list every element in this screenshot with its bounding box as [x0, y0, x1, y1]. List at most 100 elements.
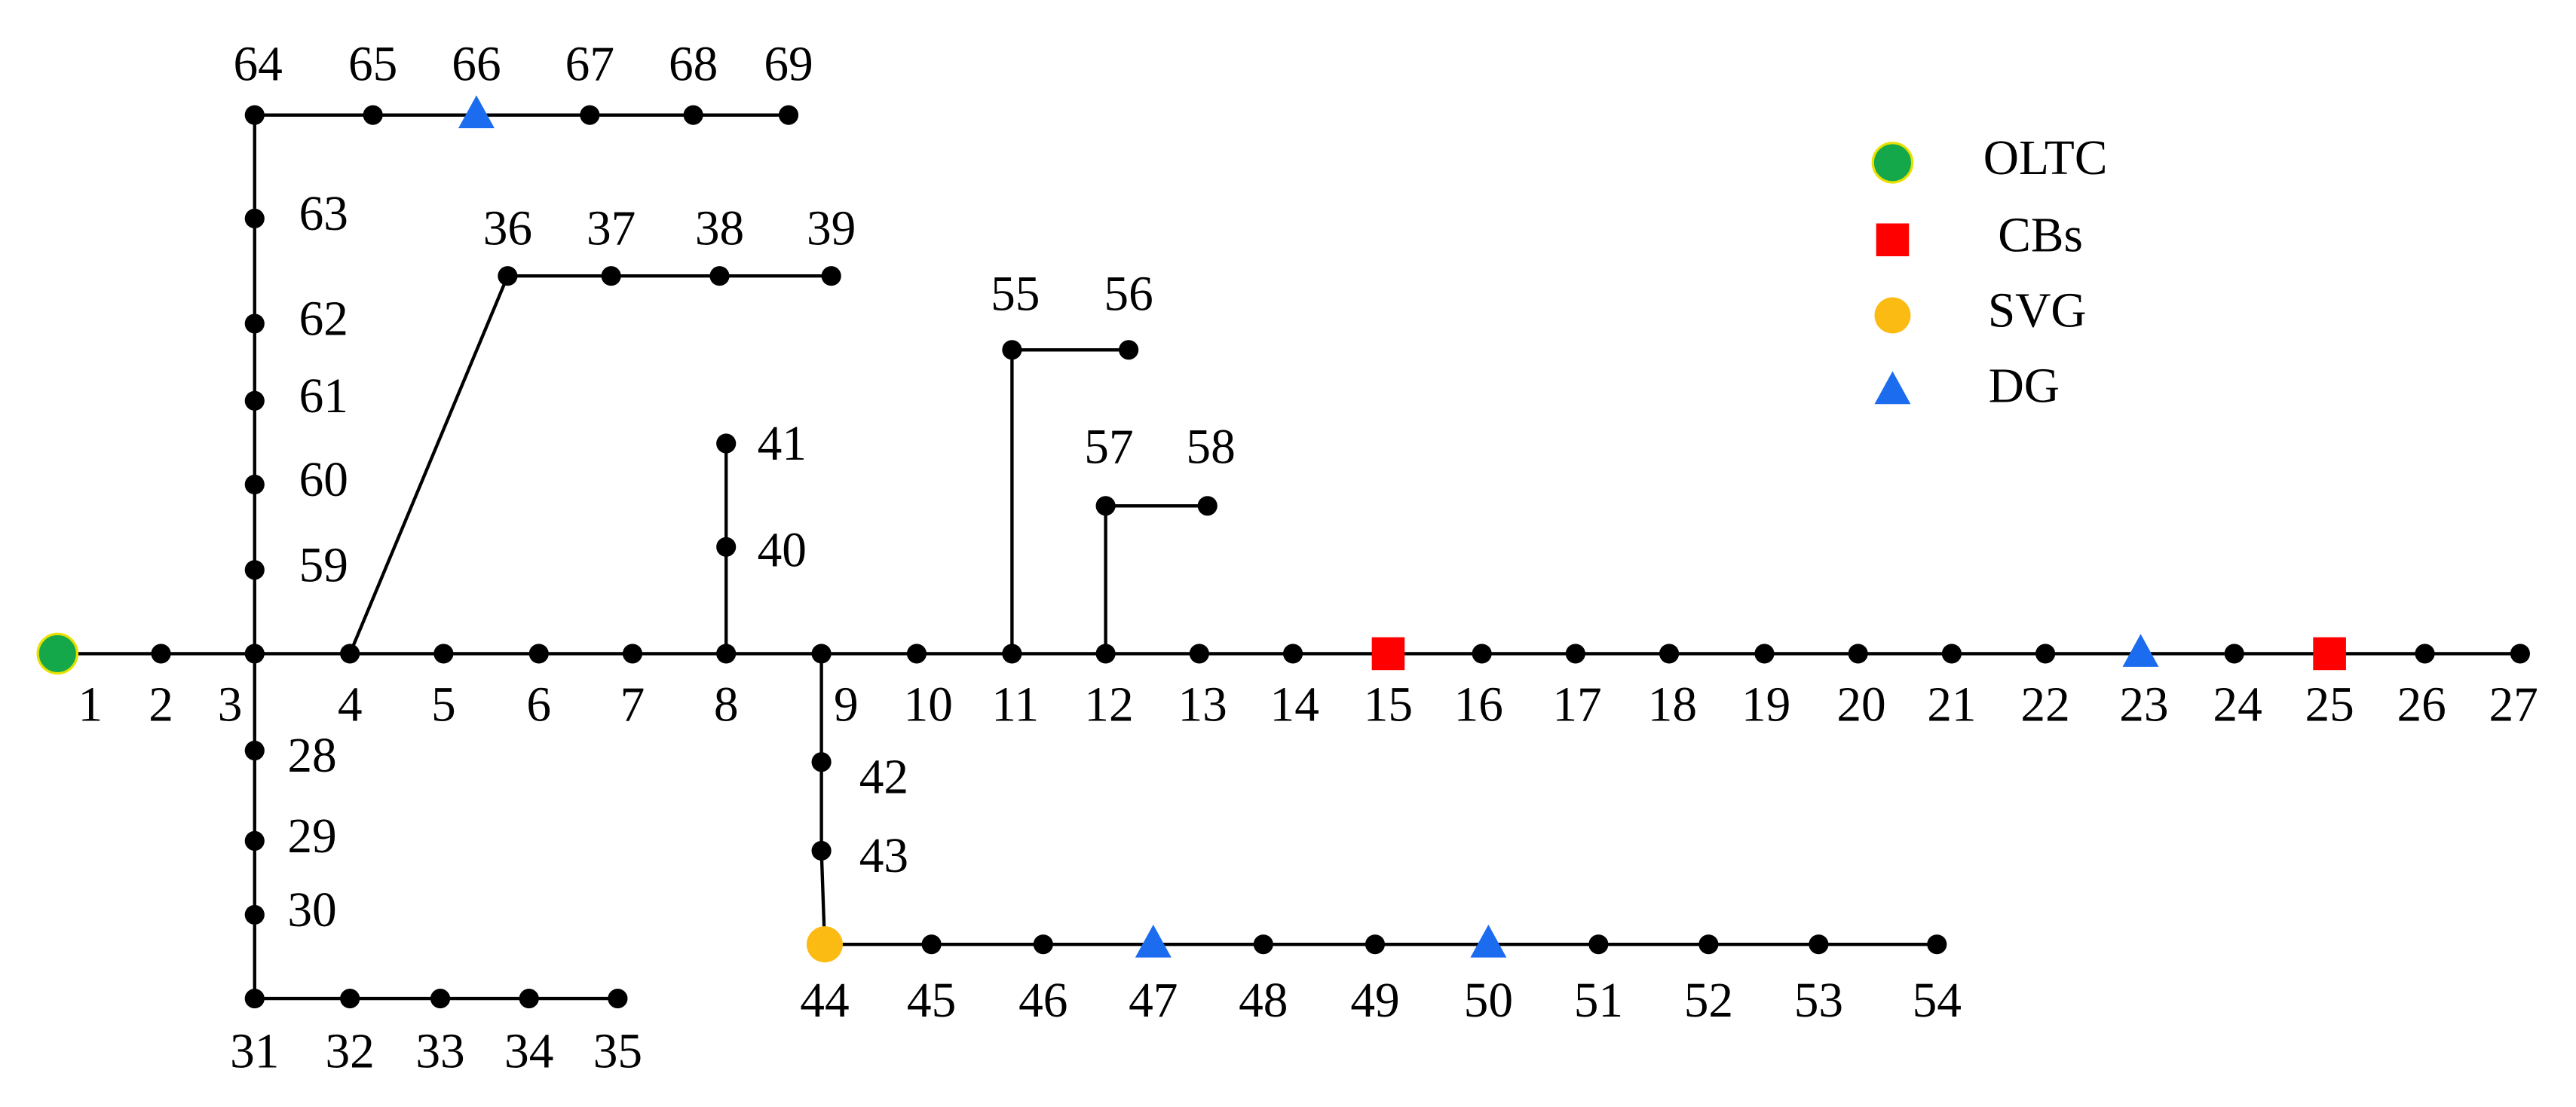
bus-node [244, 740, 265, 761]
bus-node [1365, 934, 1386, 955]
bus-node [580, 105, 600, 125]
bus-label: 52 [1684, 974, 1733, 1028]
legend-marker [1871, 142, 1914, 184]
bus-label: 34 [504, 1024, 553, 1078]
bus-node [778, 105, 799, 125]
bus-label: 11 [991, 678, 1039, 732]
bus-node [1189, 644, 1209, 664]
bus-node [2415, 644, 2435, 664]
bus-label: 21 [1927, 678, 1976, 732]
bus-node [244, 474, 265, 495]
bus-label: 64 [233, 38, 282, 92]
bus-label: 38 [695, 202, 744, 256]
bus-node [716, 537, 737, 557]
bus-node [244, 830, 265, 851]
legend-label: DG [1989, 359, 2060, 414]
bus-label: 54 [1913, 974, 1962, 1028]
bus-label: 39 [807, 202, 856, 256]
bus-label: 50 [1464, 974, 1513, 1028]
bus-node [151, 644, 171, 664]
bus-node [430, 988, 451, 1009]
bus-label: 13 [1178, 678, 1227, 732]
bus-node [1809, 934, 1829, 955]
bus-label: 40 [758, 524, 807, 578]
bus-label: 46 [1018, 974, 1067, 1028]
bus-label: 55 [991, 268, 1040, 322]
device-node [1135, 925, 1172, 958]
bus-node [519, 988, 539, 1009]
legend-label: SVG [1988, 284, 2087, 338]
device-node [36, 632, 79, 675]
bus-node [1095, 644, 1116, 664]
bus-node [340, 988, 360, 1009]
legend-marker [1874, 371, 1911, 405]
bus-label: 30 [287, 883, 336, 937]
bus-node [1197, 496, 1218, 516]
device-node [1470, 925, 1507, 958]
bus-label: 1 [78, 678, 103, 732]
bus-node [244, 644, 265, 664]
bus-label: 23 [2119, 678, 2168, 732]
bus-node [921, 934, 942, 955]
bus-label: 26 [2397, 678, 2446, 732]
bus-label: 51 [1574, 974, 1623, 1028]
bus-node [1588, 934, 1609, 955]
bus-label: 48 [1239, 974, 1288, 1028]
bus-node [1282, 644, 1303, 664]
legend-marker [1876, 223, 1910, 257]
bus-node [244, 105, 265, 125]
bus-label: 41 [758, 417, 807, 471]
bus-node [1754, 644, 1775, 664]
device-node [806, 926, 843, 963]
bus-node [716, 644, 737, 664]
bus-label: 16 [1454, 678, 1503, 732]
bus-node [244, 390, 265, 411]
bus-label: 7 [620, 678, 645, 732]
bus-node [622, 644, 643, 664]
bus-node [683, 105, 703, 125]
bus-label: 9 [834, 678, 859, 732]
bus-node [1002, 644, 1022, 664]
bus-node [1119, 340, 1139, 360]
bus-label: 22 [2020, 678, 2069, 732]
bus-label: 4 [338, 678, 363, 732]
bus-label: 60 [299, 453, 348, 507]
bus-label: 67 [565, 38, 614, 92]
bus-label: 61 [299, 369, 348, 424]
device-node [2313, 637, 2346, 671]
bus-label: 12 [1084, 678, 1133, 732]
bus-node [498, 266, 518, 286]
bus-label: 43 [859, 829, 908, 883]
bus-node [608, 988, 628, 1009]
bus-label: 25 [2305, 678, 2354, 732]
bus-label: 36 [483, 202, 532, 256]
bus-node [1095, 496, 1116, 516]
branch-line [348, 275, 510, 655]
bus-label: 66 [452, 38, 501, 92]
bus-node [1659, 644, 1680, 664]
bus-label: 15 [1364, 678, 1413, 732]
bus-node [340, 644, 360, 664]
bus-node [811, 752, 832, 772]
bus-label: 47 [1129, 974, 1178, 1028]
bus-label: 14 [1270, 678, 1319, 732]
bus-node [244, 904, 265, 925]
bus-node [821, 266, 841, 286]
legend-marker [1874, 297, 1911, 334]
bus-node [709, 266, 730, 286]
bus-label: 42 [859, 750, 908, 804]
bus-label: 6 [526, 678, 551, 732]
bus-node [244, 988, 265, 1009]
bus-label: 5 [431, 678, 456, 732]
bus-node [1033, 934, 1053, 955]
bus-label: 62 [299, 292, 348, 346]
bus-node [2224, 644, 2244, 664]
bus-node [1472, 644, 1492, 664]
bus-node [1565, 644, 1585, 664]
bus-node [363, 105, 383, 125]
bus-node [1002, 340, 1022, 360]
bus-label: 20 [1836, 678, 1885, 732]
bus-node [811, 840, 832, 861]
bus-node [244, 313, 265, 334]
